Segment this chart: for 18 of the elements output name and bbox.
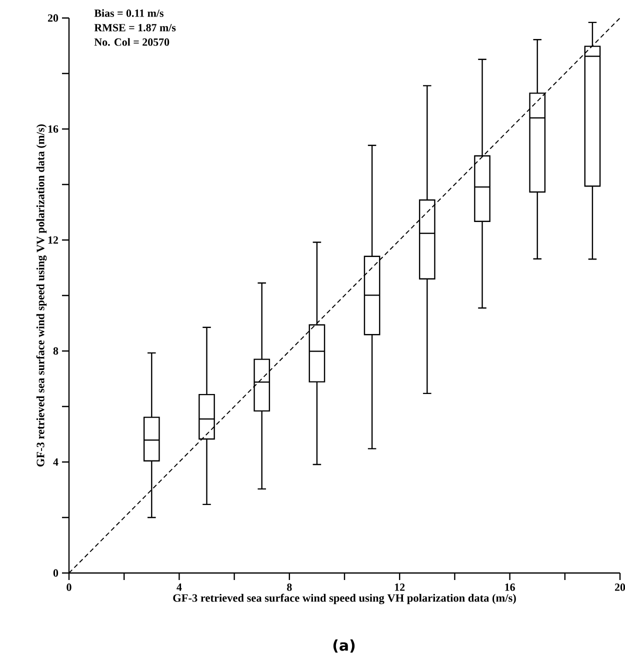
x-tick-label: 0 xyxy=(66,584,72,591)
x-axis-title: GF-3 retrieved sea surface wind speed using VH polarization data (m/s) xyxy=(173,594,516,604)
y-tick-label: 4 xyxy=(53,458,58,466)
y-tick-label: 0 xyxy=(53,569,58,577)
x-tick-label: 8 xyxy=(287,584,292,591)
x-tick-label: 16 xyxy=(505,584,515,591)
text: (a) xyxy=(333,639,355,653)
y-axis-title: GF-3 retrieved sea surface wind speed using VV polarization data (m/s) xyxy=(36,124,47,467)
x-tick-label: 12 xyxy=(395,584,405,591)
y-tick-label: 8 xyxy=(53,347,58,355)
y-tick-label: 12 xyxy=(48,236,58,244)
annotation: RMSE = 1.87 m/s xyxy=(94,24,176,32)
text: Bias = 0.11 m/s xyxy=(94,9,164,17)
y-tick-label: 20 xyxy=(48,14,58,22)
x-tick-label: 20 xyxy=(614,584,625,591)
y-tick-label: 16 xyxy=(48,125,58,133)
annotation: No. Col = 20570 xyxy=(94,38,170,46)
x-tick-label: 4 xyxy=(176,584,182,591)
